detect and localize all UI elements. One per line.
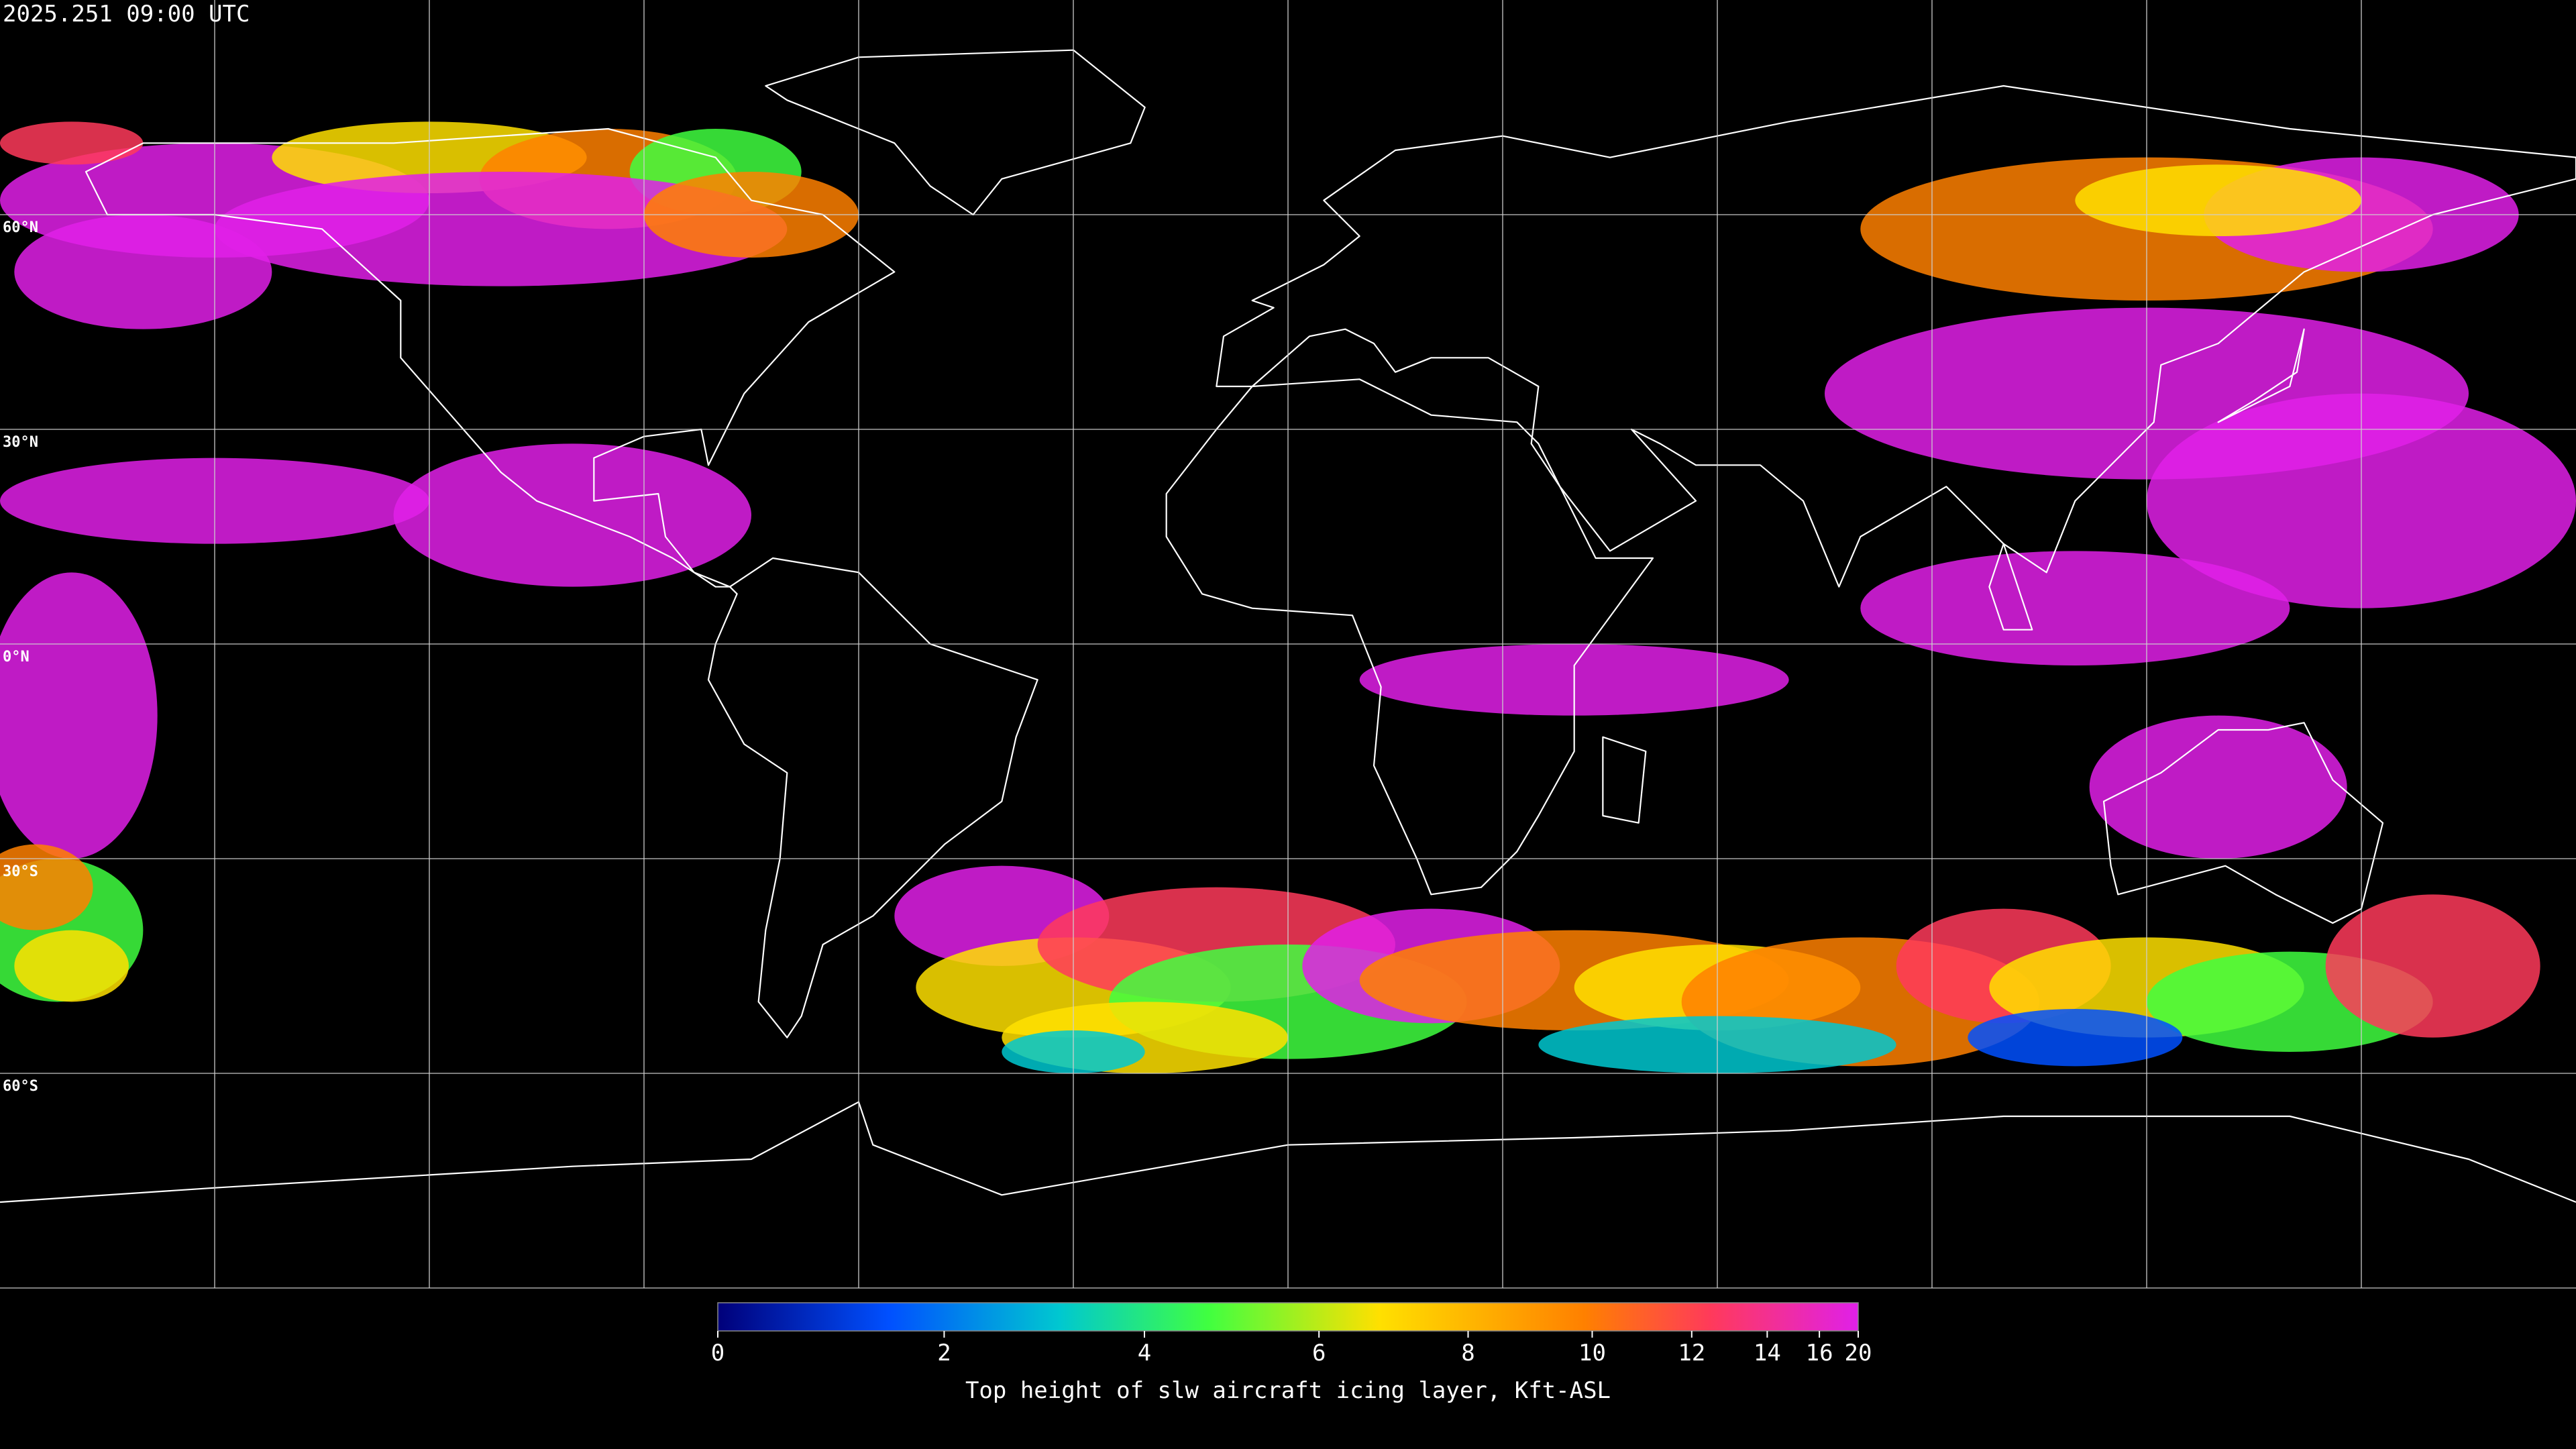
latitude-label: 60°S [3,1078,38,1095]
latitude-label: 30°S [3,863,38,880]
colorbar-tick-label: 14 [1754,1340,1781,1366]
colorbar-tick-label: 16 [1806,1340,1833,1366]
icing-patch [0,121,144,165]
colorbar [717,1302,1859,1332]
coastline [0,1101,2576,1203]
icing-patch [2075,164,2362,236]
colorbar-tick-label: 6 [1312,1340,1326,1366]
colorbar-tick-label: 0 [711,1340,724,1366]
icing-patch [1860,551,2290,666]
timestamp: 2025.251 09:00 UTC [3,1,250,28]
coastline [2102,722,2384,924]
coastline [1602,736,1647,824]
coastline [707,557,1038,1038]
colorbar-tick-label: 10 [1578,1340,1606,1366]
colorbar-tick-label: 12 [1678,1340,1705,1366]
graticule [0,0,2576,1288]
coastline [1165,378,1654,896]
coastline [2217,328,2305,423]
colorbar-tick-label: 2 [937,1340,951,1366]
latitude-label: 30°N [3,434,38,451]
coastline [85,127,896,588]
icing-patch [14,215,272,329]
icing-patch [0,844,93,930]
latitude-label: 0°N [3,649,30,665]
colorbar-tick-label: 8 [1461,1340,1474,1366]
icing-patch [2089,715,2347,859]
icing-patch [14,930,129,1002]
colorbar-tick-label: 4 [1138,1340,1151,1366]
colorbar-tick-label: 20 [1845,1340,1872,1366]
colorbar-title: Top height of slw aircraft icing layer, … [965,1377,1611,1404]
icing-patch [1968,1009,2183,1067]
icing-patch [2325,894,2540,1038]
latitude-label: 60°N [3,219,38,236]
